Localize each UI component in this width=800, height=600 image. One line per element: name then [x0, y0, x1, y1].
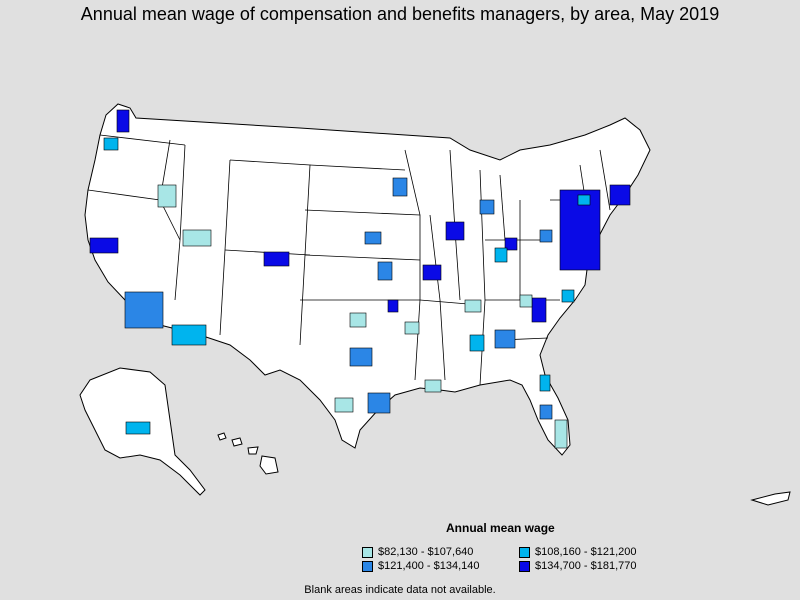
area-san-antonio [334, 397, 354, 413]
area-tampa [539, 404, 553, 420]
area-san-francisco [89, 237, 119, 254]
area-denver [263, 251, 290, 267]
area-cincinnati [504, 237, 518, 251]
wage-areas [89, 109, 631, 449]
area-richmond [561, 289, 575, 303]
legend-label-tier-4: $134,700 - $181,770 [535, 560, 637, 572]
area-birmingham [464, 299, 482, 313]
area-boston [609, 184, 631, 206]
area-minneapolis [392, 177, 408, 197]
area-phoenix [171, 324, 207, 346]
area-new-orleans [424, 379, 442, 393]
legend-item-tier-4: $134,700 - $181,770 [519, 560, 637, 572]
area-dallas [349, 347, 373, 367]
legend-swatch-tier-4 [519, 560, 530, 572]
area-memphis [404, 321, 420, 335]
area-oklahoma [349, 312, 367, 328]
area-south-florida [554, 419, 568, 449]
puerto-rico-outline [750, 491, 791, 506]
area-seattle [116, 109, 130, 133]
legend-title: Annual mean wage [446, 521, 555, 535]
map-title: Annual mean wage of compensation and ben… [80, 4, 720, 24]
legend-label-tier-1: $82,130 - $107,640 [378, 546, 474, 558]
area-pittsburgh [539, 229, 553, 243]
area-raleigh [531, 297, 547, 323]
area-chicago [445, 221, 465, 241]
area-columbia [519, 294, 533, 308]
area-indianapolis [494, 247, 508, 263]
state-borders [87, 134, 611, 386]
legend-swatch-tier-2 [519, 546, 530, 558]
area-anchorage [125, 421, 151, 435]
legend-swatch-tier-3 [362, 560, 373, 572]
area-southern-california [124, 291, 164, 329]
area-albany [577, 194, 591, 206]
legend-item-tier-2: $108,160 - $121,200 [519, 546, 637, 558]
area-detroit [479, 199, 495, 215]
area-nashville [469, 334, 485, 352]
footnote: Blank areas indicate data not available. [304, 584, 496, 596]
area-st-louis [422, 264, 442, 281]
area-atlanta [494, 329, 516, 349]
contiguous-us-outline [84, 103, 651, 456]
legend-item-tier-3: $121,400 - $134,140 [362, 560, 480, 572]
area-tulsa [387, 299, 399, 313]
area-kansas-city [377, 261, 393, 281]
legend-swatch-tier-1 [362, 546, 373, 558]
hawaii-islands [217, 432, 279, 475]
area-salt-lake [182, 229, 212, 247]
legend-label-tier-3: $121,400 - $134,140 [378, 560, 480, 572]
area-houston [367, 392, 391, 414]
area-portland [103, 137, 119, 151]
legend-item-tier-1: $82,130 - $107,640 [362, 546, 473, 558]
area-orlando [539, 374, 551, 392]
legend-label-tier-2: $108,160 - $121,200 [535, 546, 637, 558]
area-boise [157, 184, 177, 208]
area-omaha [364, 231, 382, 245]
